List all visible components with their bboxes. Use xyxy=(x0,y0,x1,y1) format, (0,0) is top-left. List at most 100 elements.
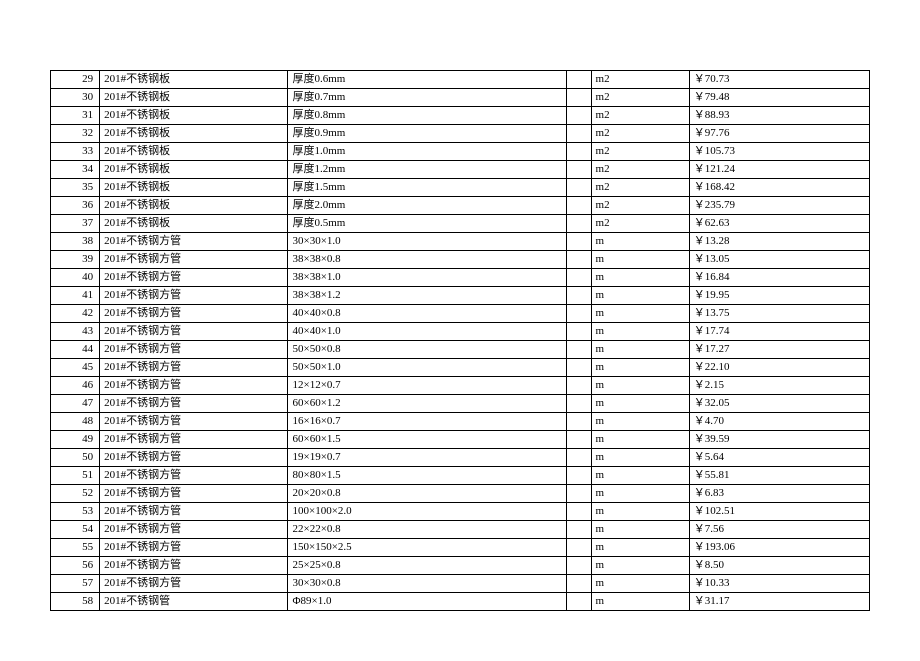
table-row: 34201#不锈钢板厚度1.2mmm2￥121.24 xyxy=(51,161,870,179)
blank xyxy=(566,143,591,161)
table-body: 29201#不锈钢板厚度0.6mmm2￥70.7330201#不锈钢板厚度0.7… xyxy=(51,71,870,611)
row-no: 44 xyxy=(51,341,100,359)
row-no: 50 xyxy=(51,449,100,467)
material-name: 201#不锈钢板 xyxy=(100,161,288,179)
price: ￥79.48 xyxy=(689,89,869,107)
unit: m xyxy=(591,557,689,575)
table-row: 38201#不锈钢方管30×30×1.0m￥13.28 xyxy=(51,233,870,251)
material-name: 201#不锈钢板 xyxy=(100,179,288,197)
price: ￥2.15 xyxy=(689,377,869,395)
row-no: 42 xyxy=(51,305,100,323)
row-no: 40 xyxy=(51,269,100,287)
spec: 22×22×0.8 xyxy=(288,521,566,539)
material-name: 201#不锈钢板 xyxy=(100,197,288,215)
price: ￥168.42 xyxy=(689,179,869,197)
row-no: 34 xyxy=(51,161,100,179)
material-name: 201#不锈钢方管 xyxy=(100,323,288,341)
row-no: 46 xyxy=(51,377,100,395)
row-no: 33 xyxy=(51,143,100,161)
row-no: 47 xyxy=(51,395,100,413)
table-row: 41201#不锈钢方管38×38×1.2m￥19.95 xyxy=(51,287,870,305)
blank xyxy=(566,359,591,377)
blank xyxy=(566,431,591,449)
unit: m xyxy=(591,503,689,521)
row-no: 36 xyxy=(51,197,100,215)
price: ￥31.17 xyxy=(689,593,869,611)
table-row: 51201#不锈钢方管80×80×1.5m￥55.81 xyxy=(51,467,870,485)
material-name: 201#不锈钢板 xyxy=(100,215,288,233)
material-name: 201#不锈钢方管 xyxy=(100,557,288,575)
spec: 厚度0.8mm xyxy=(288,107,566,125)
blank xyxy=(566,467,591,485)
material-name: 201#不锈钢方管 xyxy=(100,305,288,323)
table-row: 46201#不锈钢方管12×12×0.7m￥2.15 xyxy=(51,377,870,395)
blank xyxy=(566,251,591,269)
unit: m xyxy=(591,431,689,449)
price: ￥13.75 xyxy=(689,305,869,323)
spec: 厚度2.0mm xyxy=(288,197,566,215)
spec: 12×12×0.7 xyxy=(288,377,566,395)
unit: m2 xyxy=(591,71,689,89)
price: ￥235.79 xyxy=(689,197,869,215)
material-name: 201#不锈钢方管 xyxy=(100,467,288,485)
material-name: 201#不锈钢方管 xyxy=(100,287,288,305)
spec: 50×50×0.8 xyxy=(288,341,566,359)
material-name: 201#不锈钢管 xyxy=(100,593,288,611)
unit: m2 xyxy=(591,179,689,197)
row-no: 45 xyxy=(51,359,100,377)
blank xyxy=(566,485,591,503)
material-name: 201#不锈钢方管 xyxy=(100,233,288,251)
blank xyxy=(566,305,591,323)
price: ￥17.74 xyxy=(689,323,869,341)
price: ￥32.05 xyxy=(689,395,869,413)
blank xyxy=(566,341,591,359)
blank xyxy=(566,521,591,539)
material-name: 201#不锈钢方管 xyxy=(100,521,288,539)
table-row: 49201#不锈钢方管60×60×1.5m￥39.59 xyxy=(51,431,870,449)
unit: m xyxy=(591,593,689,611)
row-no: 31 xyxy=(51,107,100,125)
material-name: 201#不锈钢方管 xyxy=(100,431,288,449)
material-name: 201#不锈钢方管 xyxy=(100,503,288,521)
blank xyxy=(566,215,591,233)
table-row: 35201#不锈钢板厚度1.5mmm2￥168.42 xyxy=(51,179,870,197)
material-name: 201#不锈钢板 xyxy=(100,143,288,161)
spec: 厚度1.0mm xyxy=(288,143,566,161)
price: ￥5.64 xyxy=(689,449,869,467)
row-no: 51 xyxy=(51,467,100,485)
spec: 厚度0.5mm xyxy=(288,215,566,233)
price: ￥17.27 xyxy=(689,341,869,359)
table-row: 57201#不锈钢方管30×30×0.8m￥10.33 xyxy=(51,575,870,593)
price: ￥6.83 xyxy=(689,485,869,503)
blank xyxy=(566,539,591,557)
blank xyxy=(566,107,591,125)
unit: m xyxy=(591,377,689,395)
material-name: 201#不锈钢方管 xyxy=(100,341,288,359)
row-no: 35 xyxy=(51,179,100,197)
blank xyxy=(566,323,591,341)
blank xyxy=(566,503,591,521)
blank xyxy=(566,125,591,143)
row-no: 39 xyxy=(51,251,100,269)
spec: 100×100×2.0 xyxy=(288,503,566,521)
spec: 25×25×0.8 xyxy=(288,557,566,575)
price: ￥62.63 xyxy=(689,215,869,233)
blank xyxy=(566,287,591,305)
unit: m2 xyxy=(591,161,689,179)
row-no: 55 xyxy=(51,539,100,557)
price: ￥13.05 xyxy=(689,251,869,269)
table-row: 30201#不锈钢板厚度0.7mmm2￥79.48 xyxy=(51,89,870,107)
price: ￥16.84 xyxy=(689,269,869,287)
spec: 60×60×1.2 xyxy=(288,395,566,413)
price: ￥10.33 xyxy=(689,575,869,593)
unit: m2 xyxy=(591,89,689,107)
material-name: 201#不锈钢方管 xyxy=(100,449,288,467)
unit: m xyxy=(591,467,689,485)
table-row: 55201#不锈钢方管150×150×2.5m￥193.06 xyxy=(51,539,870,557)
blank xyxy=(566,413,591,431)
price: ￥70.73 xyxy=(689,71,869,89)
table-row: 52201#不锈钢方管20×20×0.8m￥6.83 xyxy=(51,485,870,503)
spec: 厚度1.2mm xyxy=(288,161,566,179)
table-row: 40201#不锈钢方管38×38×1.0m￥16.84 xyxy=(51,269,870,287)
spec: 40×40×0.8 xyxy=(288,305,566,323)
